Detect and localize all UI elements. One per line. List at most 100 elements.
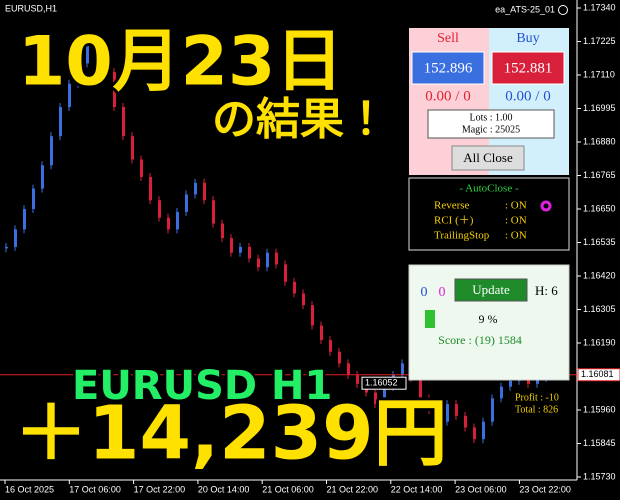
candle xyxy=(500,386,503,399)
candle xyxy=(464,415,467,428)
y-tick-label: 1.17225 xyxy=(583,36,616,46)
autoclose-name: TrailingStop xyxy=(434,230,490,242)
candle xyxy=(311,305,314,326)
candle xyxy=(536,377,539,384)
sell-price[interactable]: 152.896 xyxy=(424,60,473,76)
x-tick-label: 23 Oct 22:00 xyxy=(519,484,571,494)
count-a: 0 xyxy=(421,285,428,300)
autoclose-panel xyxy=(408,177,570,251)
ea-name: ea_ATS-25_01 xyxy=(495,4,555,14)
line-price-box xyxy=(361,376,407,390)
y-tick-label: 1.17340 xyxy=(583,2,616,12)
candle xyxy=(437,410,440,422)
buy-position: 0.00 / 0 xyxy=(505,88,550,104)
x-tick-label: 20 Oct 14:00 xyxy=(198,484,250,494)
x-tick-label: 21 Oct 06:00 xyxy=(262,484,314,494)
candle xyxy=(284,264,287,282)
buy-button[interactable] xyxy=(491,51,565,85)
line-price-label: 1.16052 xyxy=(365,378,398,388)
candle xyxy=(14,229,17,247)
buy-price[interactable]: 152.881 xyxy=(504,60,553,76)
overlay-result: の結果！ xyxy=(212,94,388,145)
candle xyxy=(320,325,323,341)
candle xyxy=(167,217,170,230)
score: Score : (19) 1584 xyxy=(438,333,522,347)
y-tick-label: 1.16650 xyxy=(583,203,616,213)
y-tick-label: 1.16305 xyxy=(583,304,616,314)
candle xyxy=(104,54,107,73)
candle xyxy=(338,351,341,364)
candle xyxy=(473,427,476,440)
candle xyxy=(509,380,512,387)
autoclose-state: : ON xyxy=(505,200,527,212)
candle xyxy=(482,421,485,440)
candle xyxy=(248,246,251,259)
autoclose-title: - AutoClose - xyxy=(459,183,519,195)
overlay-date: 10月23日 xyxy=(18,23,343,102)
overlay-profit: ＋14,239円 xyxy=(14,391,448,477)
y-tick-label: 1.15960 xyxy=(583,404,616,414)
candle xyxy=(302,293,305,306)
candle xyxy=(401,363,404,376)
candle xyxy=(194,182,197,195)
candle xyxy=(356,375,359,384)
candle xyxy=(329,340,332,352)
candle xyxy=(383,386,386,405)
sell-position: 0.00 / 0 xyxy=(425,88,470,104)
autoclose-rows: Reverse: ON RCI (＋): ON TrailingStop: ON xyxy=(434,200,527,242)
all-close-button[interactable] xyxy=(451,145,525,171)
candle xyxy=(212,200,215,224)
candle xyxy=(428,398,431,410)
candle xyxy=(68,83,71,108)
y-tick-label: 1.16765 xyxy=(583,170,616,180)
sell-button[interactable] xyxy=(411,51,485,85)
total-info: Total : 826 xyxy=(515,404,558,415)
candle xyxy=(50,136,53,166)
candle xyxy=(32,188,35,209)
all-close-label[interactable]: All Close xyxy=(463,150,513,165)
magic: Magic : 25025 xyxy=(462,124,520,135)
overlay-pair: EURUSD H1 xyxy=(72,363,332,409)
autoclose-state: : ON xyxy=(505,215,527,227)
candle xyxy=(266,252,269,268)
candle xyxy=(446,404,449,422)
autoclose-name: Reverse xyxy=(434,200,470,212)
price-chart xyxy=(5,38,557,444)
candle xyxy=(140,159,143,177)
progress-bar xyxy=(425,310,435,328)
candle xyxy=(221,223,224,239)
candle xyxy=(149,176,152,201)
candle xyxy=(86,42,89,64)
x-tick-label: 23 Oct 06:00 xyxy=(455,484,507,494)
update-label[interactable]: Update xyxy=(472,282,510,297)
current-price-label: 1.16081 xyxy=(581,369,614,379)
symbol-label: EURUSD,H1 xyxy=(5,3,57,13)
autoclose-indicator xyxy=(540,200,552,212)
current-price-box xyxy=(577,368,620,382)
h-value: H: 6 xyxy=(535,283,558,298)
candle xyxy=(176,211,179,230)
candle xyxy=(131,136,134,160)
update-button[interactable] xyxy=(454,278,528,302)
candle xyxy=(419,377,422,399)
candle xyxy=(491,398,494,422)
candle xyxy=(185,194,188,212)
candle xyxy=(293,281,296,294)
y-tick-label: 1.16880 xyxy=(583,136,616,146)
percent: 9 % xyxy=(479,312,498,326)
sell-label: Sell xyxy=(437,31,459,46)
candle xyxy=(347,363,350,376)
x-tick-label: 17 Oct 22:00 xyxy=(134,484,186,494)
y-tick-label: 1.16190 xyxy=(583,337,616,347)
lots-box xyxy=(427,109,555,139)
y-tick-label: 1.16535 xyxy=(583,237,616,247)
buy-label: Buy xyxy=(516,31,539,46)
y-tick-label: 1.15845 xyxy=(583,438,616,448)
candle xyxy=(122,107,125,137)
profit-info: Profit : -10 xyxy=(515,392,559,403)
ea-smiley xyxy=(558,5,568,15)
autoclose-name: RCI (＋) xyxy=(434,215,474,227)
x-tick-label: 17 Oct 06:00 xyxy=(69,484,121,494)
